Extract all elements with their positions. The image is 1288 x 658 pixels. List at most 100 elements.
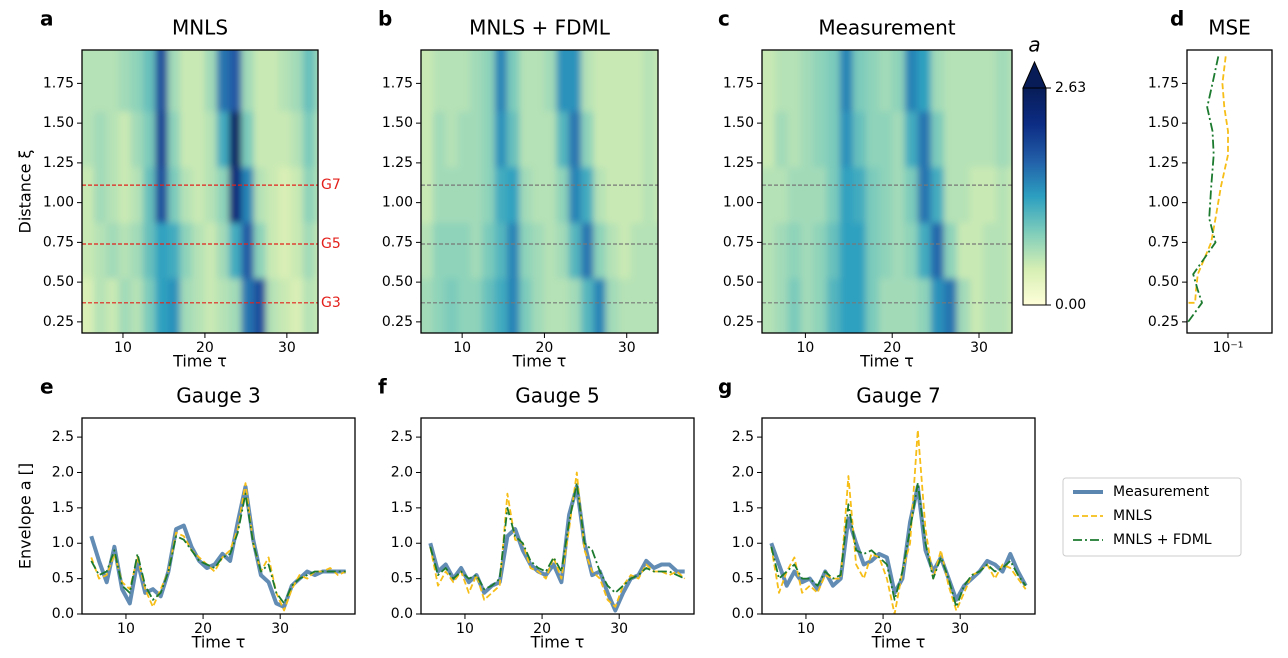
heatmap-cell bbox=[800, 50, 815, 112]
heatmap-cell bbox=[531, 222, 545, 279]
heatmap-cell bbox=[581, 222, 594, 279]
heatmap-cell bbox=[826, 166, 841, 224]
heatmap-cell bbox=[852, 50, 867, 112]
heatmap-cell bbox=[155, 222, 169, 279]
y-tick-label: 1.5 bbox=[732, 500, 754, 516]
x-tick-label: 10 bbox=[797, 621, 815, 637]
heatmap-cell bbox=[118, 222, 132, 279]
x-tick-label: 30 bbox=[951, 621, 969, 637]
heatmap-cell bbox=[917, 50, 932, 112]
y-tick-label: 0.25 bbox=[723, 314, 754, 330]
heatmap-cell bbox=[544, 166, 557, 224]
gauge-label: G5 bbox=[321, 236, 341, 252]
heatmap-cell bbox=[229, 278, 242, 333]
y-tick-label: 0.75 bbox=[1148, 234, 1179, 250]
heatmap-cell bbox=[865, 222, 880, 279]
colorbar-frame bbox=[1022, 87, 1047, 306]
y-tick-label: 2.0 bbox=[52, 464, 74, 480]
heatmap-cell bbox=[432, 111, 446, 168]
heatmap-cell bbox=[605, 222, 619, 279]
x-axis-label: Time τ bbox=[871, 633, 926, 652]
heatmap-cell bbox=[118, 111, 132, 168]
heatmap-cell bbox=[253, 278, 267, 333]
heatmap-cell bbox=[956, 50, 971, 112]
heatmap-cell bbox=[494, 166, 508, 224]
heatmap-cell bbox=[265, 50, 279, 112]
heatmap-cell bbox=[143, 50, 156, 112]
y-tick-label: 0.0 bbox=[391, 606, 413, 622]
heatmap-cell bbox=[229, 111, 242, 168]
y-tick-label: 1.5 bbox=[391, 500, 413, 516]
heatmap-cell bbox=[544, 50, 557, 112]
gauge-label: G7 bbox=[321, 177, 341, 193]
y-tick-label: 0.75 bbox=[382, 234, 413, 250]
heatmap-cell bbox=[118, 166, 132, 224]
y-tick-label: 1.50 bbox=[723, 115, 754, 131]
heatmap-cell bbox=[917, 222, 932, 279]
y-tick-label: 1.25 bbox=[43, 155, 74, 171]
heatmap-cell bbox=[315, 278, 318, 333]
x-tick-label: 30 bbox=[970, 340, 988, 356]
heatmap-cell bbox=[878, 222, 893, 279]
heatmap-cell bbox=[762, 166, 776, 224]
panel-letter: e bbox=[40, 375, 54, 399]
heatmap-cell bbox=[93, 111, 107, 168]
heatmap-cell bbox=[167, 166, 181, 224]
x-tick-label: 10 bbox=[796, 340, 814, 356]
heatmap-cell bbox=[813, 222, 828, 279]
x-axis-label: Time τ bbox=[172, 352, 227, 371]
heatmap-cell bbox=[278, 166, 292, 224]
heatmap-cell bbox=[995, 278, 1010, 333]
heatmap-cell bbox=[457, 111, 471, 168]
heatmap-cell bbox=[930, 50, 945, 112]
heatmap-cell bbox=[852, 222, 867, 279]
heatmap-cell bbox=[1008, 111, 1012, 168]
y-tick-label: 2.0 bbox=[391, 464, 413, 480]
heatmap-cell bbox=[904, 278, 919, 333]
heatmap-cell bbox=[581, 166, 594, 224]
x-axis-label: Time τ bbox=[530, 633, 585, 652]
chart-title: MSE bbox=[1208, 16, 1251, 40]
heatmap-cell bbox=[106, 166, 119, 224]
heatmap-cell bbox=[969, 111, 984, 168]
heatmap-cell bbox=[421, 222, 434, 279]
y-tick-label: 0.75 bbox=[43, 234, 74, 250]
heatmap-cell bbox=[302, 166, 316, 224]
y-tick-label: 0.5 bbox=[391, 571, 413, 587]
heatmap-cell bbox=[167, 111, 181, 168]
panel-letter: f bbox=[378, 375, 387, 399]
series-line bbox=[429, 471, 686, 608]
x-tick-label: 10 bbox=[117, 621, 135, 637]
y-tick-label: 1.50 bbox=[43, 115, 74, 131]
plot-frame bbox=[1186, 49, 1273, 334]
heatmap-cell bbox=[82, 166, 95, 224]
heatmap-cell bbox=[904, 222, 919, 279]
heatmap-cell bbox=[432, 50, 446, 112]
series-line bbox=[90, 482, 347, 612]
heatmap-cell bbox=[204, 222, 218, 279]
y-tick-label: 1.25 bbox=[723, 155, 754, 171]
chart-title: MNLS bbox=[172, 16, 228, 40]
heatmap-cell bbox=[813, 278, 828, 333]
heatmap-cell bbox=[787, 111, 802, 168]
heatmap-cell bbox=[642, 166, 656, 224]
heatmap-cell bbox=[155, 278, 169, 333]
plot-frame bbox=[761, 417, 1036, 615]
heatmap-cell bbox=[943, 166, 958, 224]
heatmap-cell bbox=[891, 50, 906, 112]
y-tick-label: 1.0 bbox=[52, 535, 74, 551]
heatmap-cell bbox=[642, 278, 656, 333]
heatmap-cell bbox=[216, 50, 230, 112]
plot-frame bbox=[81, 49, 319, 334]
heatmap-cell bbox=[618, 278, 631, 333]
heatmap-cell bbox=[192, 166, 206, 224]
heatmap-cell bbox=[917, 166, 932, 224]
heatmap-cell bbox=[787, 222, 802, 279]
heatmap-cell bbox=[130, 50, 144, 112]
heatmap-cell bbox=[878, 166, 893, 224]
heatmap-cell bbox=[290, 111, 304, 168]
y-tick-label: 1.00 bbox=[1148, 195, 1179, 211]
y-tick-label: 1.00 bbox=[43, 195, 74, 211]
heatmap-cell bbox=[930, 111, 945, 168]
heatmap-cell bbox=[556, 111, 570, 168]
